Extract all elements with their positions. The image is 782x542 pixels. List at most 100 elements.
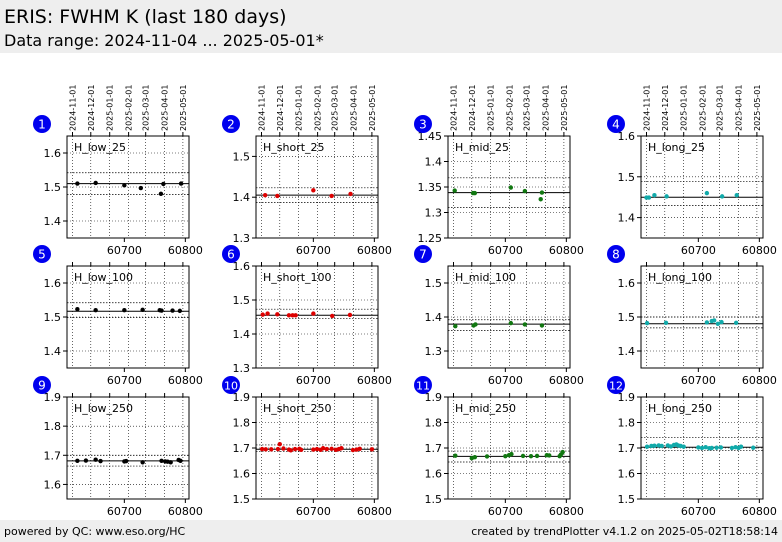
y-tick-label: 1.6	[44, 478, 62, 491]
panel-badge-number: 9	[38, 379, 46, 393]
panel-badge	[222, 115, 240, 133]
panel-badge	[33, 245, 51, 263]
y-tick-label: 1.6	[425, 468, 443, 481]
y-tick-label: 1.9	[44, 391, 62, 404]
date-tick-label: 2025-01-01	[106, 85, 115, 132]
data-point	[503, 453, 508, 459]
y-tick-label: 1.5	[618, 311, 636, 324]
date-tick-label: 2024-11-01	[257, 85, 266, 132]
data-point	[75, 306, 80, 312]
x-tick-label: 60700	[488, 505, 523, 518]
data-point	[347, 312, 353, 318]
data-point	[528, 453, 534, 459]
panel-label: H_short_100	[263, 271, 332, 284]
data-point	[93, 308, 98, 313]
panel-10: 1.5 1.6 1.7 1.8 1.9 60700 60800 H_short_250 10	[222, 376, 392, 518]
data-point	[659, 443, 664, 449]
x-tick-label: 60800	[357, 505, 392, 518]
x-tick-label: 60800	[357, 244, 392, 257]
y-tick-label: 1.4	[233, 191, 251, 204]
date-tick-label: 2025-04-01	[735, 85, 744, 132]
data-point	[646, 195, 652, 200]
panel-badge-number: 8	[612, 248, 620, 262]
x-tick-label: 60800	[549, 505, 584, 518]
y-tick-label: 1.9	[618, 391, 636, 404]
data-point	[453, 453, 458, 458]
data-point	[83, 458, 89, 463]
data-point	[275, 446, 281, 452]
panel-badge-number: 2	[227, 118, 235, 132]
data-point	[733, 320, 739, 325]
y-tick-label: 1.5	[44, 311, 62, 324]
panel-label: H_low_25	[74, 141, 126, 154]
page-title: ERIS: FWHM K (last 180 days)	[4, 6, 287, 28]
panel-badge	[414, 376, 432, 394]
data-point	[286, 313, 292, 318]
y-tick-label: 1.3	[425, 345, 443, 358]
y-tick-label: 1.5	[233, 294, 251, 307]
x-tick-label: 60700	[488, 244, 523, 257]
data-point	[712, 318, 717, 323]
data-point	[168, 460, 173, 465]
x-tick-label: 60800	[549, 374, 584, 387]
data-point	[158, 191, 164, 196]
data-point	[330, 313, 335, 319]
panel-badge-number: 11	[416, 380, 430, 393]
panel-badge	[414, 245, 432, 263]
header-bar: ERIS: FWHM K (last 180 days) Data range:…	[0, 0, 782, 53]
data-point	[560, 449, 565, 455]
y-tick-label: 1.8	[425, 417, 443, 430]
data-point	[311, 188, 316, 193]
data-point	[718, 445, 724, 450]
data-point	[719, 194, 725, 199]
panel-3: 1.25 1.3 1.35 1.4 1.45 60700 60800 2024-11-01 20…	[414, 84, 584, 257]
data-point	[314, 446, 320, 452]
x-tick-label: 60700	[296, 244, 331, 257]
x-tick-label: 60700	[296, 374, 331, 387]
y-tick-label: 1.9	[425, 391, 443, 404]
panel-badge	[33, 376, 51, 394]
data-point	[159, 458, 164, 464]
data-point	[715, 321, 721, 326]
data-point	[178, 458, 183, 464]
data-point	[644, 320, 650, 326]
date-tick-label: 2024-12-01	[661, 85, 670, 132]
data-point	[122, 308, 127, 313]
panel-label: H_mid_100	[455, 271, 516, 284]
y-tick-label: 1.6	[44, 147, 62, 160]
data-point	[509, 451, 514, 457]
y-tick-label: 1.6	[618, 130, 636, 143]
y-tick-label: 1.9	[233, 391, 251, 404]
footer-bar: powered by QC: www.eso.org/HC created by…	[0, 520, 782, 542]
data-point	[75, 458, 80, 464]
panel-label: H_long_100	[648, 271, 712, 284]
x-tick-label: 60800	[357, 374, 392, 387]
panel-badge	[222, 245, 240, 263]
y-tick-label: 1.4	[44, 215, 62, 228]
panel-1: 1.4 1.5 1.6 60700 60800 2024-11-01 2024-12-01 2…	[33, 84, 203, 257]
data-point	[298, 447, 304, 452]
panel-9: 1.6 1.7 1.8 1.9 60700 60800 H_low_250 9	[33, 376, 203, 518]
panel-label: H_short_25	[263, 141, 325, 154]
data-point	[311, 311, 316, 316]
panel-badge-number: 1	[38, 118, 46, 132]
date-tick-label: 2025-01-01	[295, 85, 304, 132]
data-point	[539, 190, 545, 195]
data-point	[663, 320, 669, 325]
footer-created-by: created by trendPlotter v4.1.2 on 2025-0…	[471, 525, 778, 538]
data-point	[75, 181, 80, 186]
y-tick-label: 1.4	[618, 212, 636, 225]
data-point	[508, 320, 514, 326]
x-tick-label: 60800	[742, 505, 777, 518]
panel-label: H_low_250	[74, 402, 133, 415]
data-point	[329, 446, 334, 451]
y-tick-label: 1.6	[233, 468, 251, 481]
date-tick-label: 2024-11-01	[68, 85, 77, 132]
date-tick-label: 2024-12-01	[87, 84, 96, 131]
date-tick-label: 2025-05-01	[368, 85, 377, 132]
x-tick-label: 60800	[742, 244, 777, 257]
data-point	[473, 322, 478, 327]
y-tick-label: 1.5	[425, 277, 443, 290]
date-tick-label: 2025-05-01	[179, 85, 188, 132]
